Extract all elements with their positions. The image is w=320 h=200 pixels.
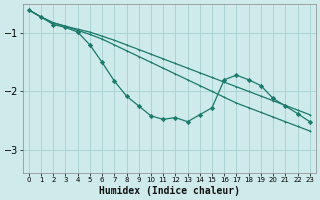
X-axis label: Humidex (Indice chaleur): Humidex (Indice chaleur) (99, 186, 240, 196)
